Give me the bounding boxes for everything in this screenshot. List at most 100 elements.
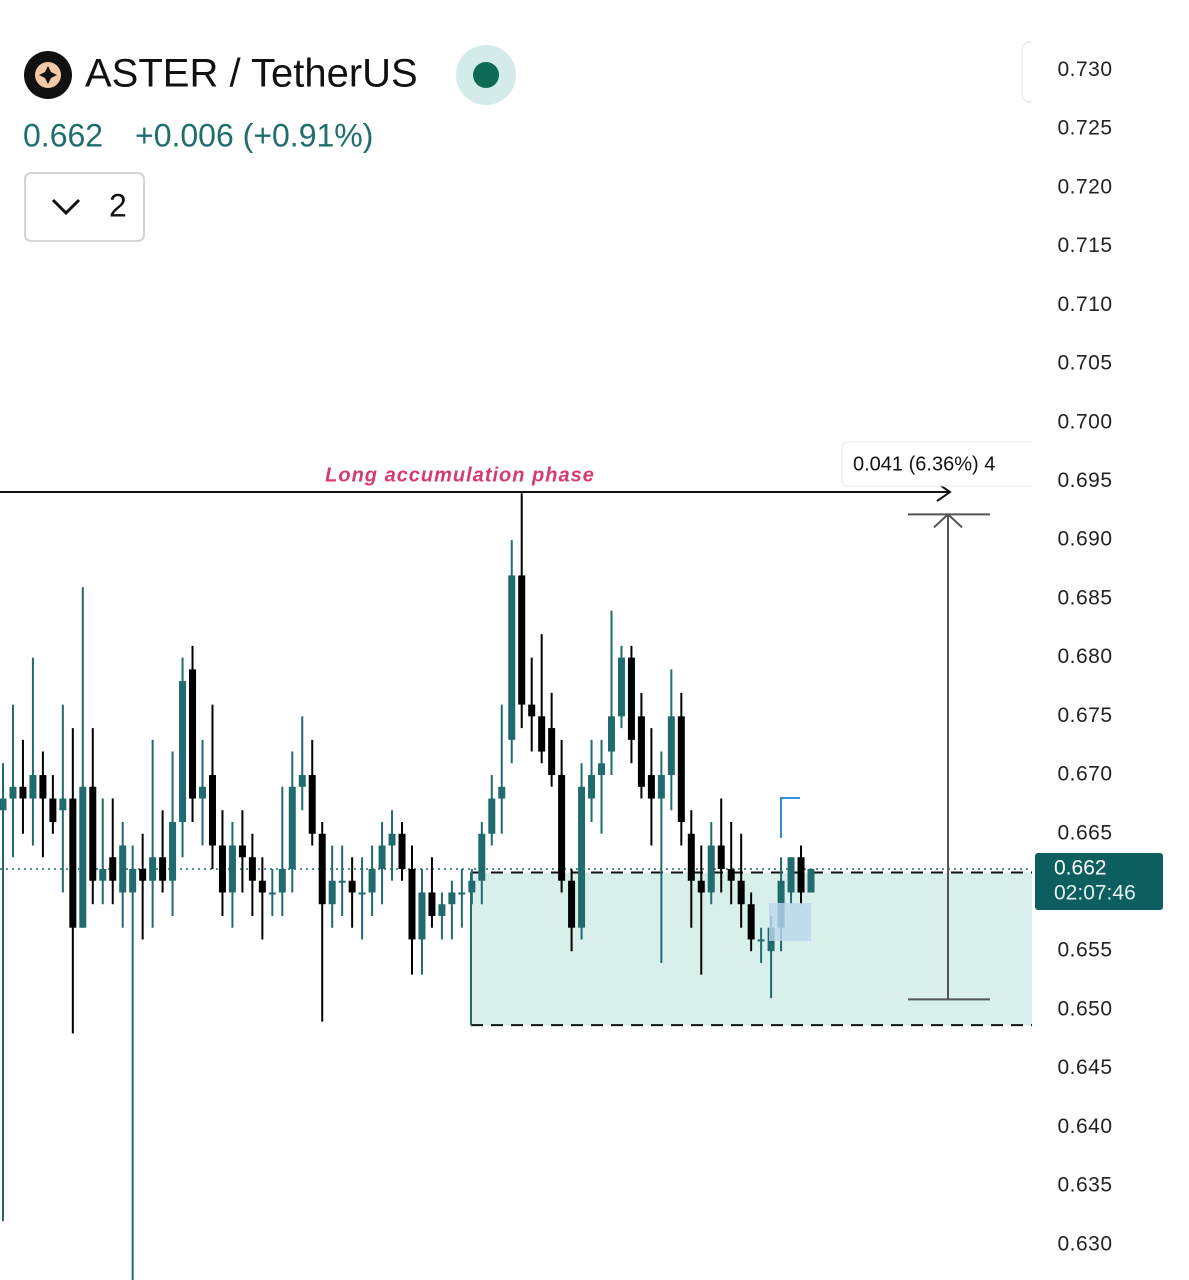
y-tick-label: 0.730 — [1057, 58, 1112, 81]
candle-body — [478, 833, 486, 881]
candle-body — [607, 716, 615, 752]
candle-body — [468, 880, 476, 893]
candle-body — [508, 575, 516, 740]
candle-body — [797, 857, 805, 893]
marker-zone — [769, 903, 811, 941]
candle-body — [99, 868, 107, 881]
candle-body — [697, 880, 705, 893]
candle-body — [667, 716, 675, 776]
y-tick-label: 0.645 — [1057, 1056, 1112, 1079]
candle-body — [578, 786, 586, 928]
plot-area: Long accumulation phase 0.041 (6.36%) 4 — [0, 441, 1043, 1280]
marker-bracket — [780, 797, 800, 838]
candle-body — [268, 892, 276, 895]
y-tick-label: 0.685 — [1057, 586, 1112, 609]
last-price: 0.662 — [23, 117, 103, 153]
candle-body — [109, 857, 117, 881]
candle-body — [498, 786, 506, 799]
measure-arrowhead — [933, 512, 963, 529]
candle-body — [208, 775, 216, 846]
candle-body — [598, 763, 606, 776]
candle-body — [398, 833, 406, 869]
axis-band — [1032, 0, 1189, 1280]
candle-body — [408, 868, 416, 940]
candle-body — [308, 775, 316, 834]
candle-body — [298, 775, 306, 787]
candle-body — [238, 845, 246, 858]
candle-body — [727, 868, 735, 881]
y-tick-label: 0.710 — [1057, 293, 1112, 316]
candle-body — [558, 775, 566, 881]
price-tag-countdown: 02:07:46 — [1054, 882, 1136, 905]
candle-body — [49, 798, 57, 823]
candle-body — [707, 845, 715, 893]
candle-body — [218, 845, 226, 893]
candle-body — [348, 880, 356, 893]
price-tag-value: 0.662 — [1054, 857, 1107, 880]
chevron — [51, 198, 81, 216]
candle-body — [288, 786, 296, 869]
candle-body — [159, 857, 167, 881]
candle-body — [737, 880, 745, 905]
candle-body — [488, 798, 496, 834]
symbol-title: ASTER / TetherUS — [85, 52, 418, 96]
candle-body — [59, 798, 67, 811]
annotation: Long accumulation phase — [325, 464, 595, 486]
candle-body — [199, 786, 207, 799]
candle-body — [119, 845, 127, 893]
candle-body — [248, 857, 256, 881]
candle-body — [747, 904, 755, 940]
candle-body — [278, 868, 286, 893]
candle-body — [358, 892, 366, 895]
y-tick-label: 0.715 — [1057, 234, 1112, 257]
candle-body — [139, 868, 147, 881]
candle-body — [438, 904, 446, 916]
y-tick-label: 0.695 — [1057, 469, 1112, 492]
candle-body — [19, 786, 27, 799]
candle-body — [69, 798, 77, 928]
candle-body — [637, 716, 645, 787]
y-tick-label: 0.655 — [1057, 939, 1112, 962]
candle-body — [687, 833, 695, 881]
candle-body — [717, 845, 725, 869]
y-tick-label: 0.650 — [1057, 997, 1112, 1020]
candle-body — [548, 728, 556, 776]
y-tick-label: 0.725 — [1057, 117, 1112, 140]
candle-body — [79, 786, 87, 928]
candle-body — [9, 786, 17, 799]
y-tick-label: 0.700 — [1057, 410, 1112, 433]
candle-body — [129, 868, 137, 893]
y-tick-label: 0.640 — [1057, 1115, 1112, 1138]
candle-body — [388, 833, 396, 846]
candle-body — [458, 892, 466, 895]
candle-body — [528, 704, 536, 717]
candle-body — [179, 681, 187, 823]
price-tag — [1035, 852, 1163, 910]
candle-body — [787, 857, 795, 893]
candle-body — [647, 775, 655, 799]
y-tick-label: 0.635 — [1057, 1174, 1112, 1197]
candle-body — [807, 868, 815, 893]
candle-body — [757, 939, 765, 942]
candle-body — [588, 775, 596, 799]
y-tick-label: 0.670 — [1057, 763, 1112, 786]
candle-body — [189, 669, 197, 799]
candle-body — [29, 775, 37, 799]
candle-body — [338, 880, 346, 883]
y-tick-label: 0.720 — [1057, 175, 1112, 198]
candle-body — [258, 880, 266, 893]
candle-body — [627, 657, 635, 740]
y-tick-label: 0.665 — [1057, 821, 1112, 844]
candle-body — [677, 716, 685, 823]
interval-value: 2 — [109, 187, 127, 223]
logo-star — [39, 66, 57, 84]
price-change: +0.006 (+0.91%) — [135, 117, 373, 153]
candle-body — [448, 892, 456, 905]
y-tick-label: 0.690 — [1057, 528, 1112, 551]
candle-body — [0, 798, 7, 811]
interval-dropdown[interactable] — [24, 172, 145, 242]
candle-body — [657, 775, 665, 799]
candle-body — [89, 786, 97, 881]
candle-body — [568, 880, 576, 928]
candle-body — [538, 716, 546, 752]
